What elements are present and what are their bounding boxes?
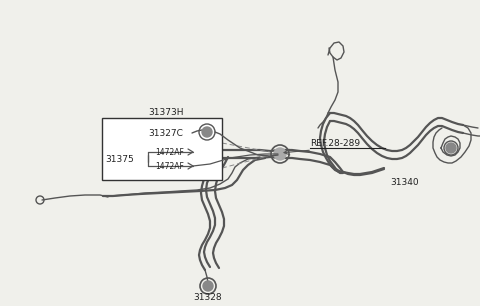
Text: 31328: 31328 — [194, 293, 222, 303]
Text: 31373H: 31373H — [148, 107, 183, 117]
Circle shape — [202, 127, 212, 137]
Text: 31375: 31375 — [105, 155, 134, 163]
Text: 31327C: 31327C — [148, 129, 183, 137]
Bar — [102, 118, 222, 180]
Text: 1472AF: 1472AF — [155, 162, 184, 170]
Text: REF.28-289: REF.28-289 — [310, 139, 360, 147]
Circle shape — [446, 143, 456, 153]
Circle shape — [203, 281, 213, 291]
Circle shape — [274, 148, 286, 160]
Text: 1472AF: 1472AF — [155, 147, 184, 156]
Text: 31340: 31340 — [390, 177, 419, 186]
